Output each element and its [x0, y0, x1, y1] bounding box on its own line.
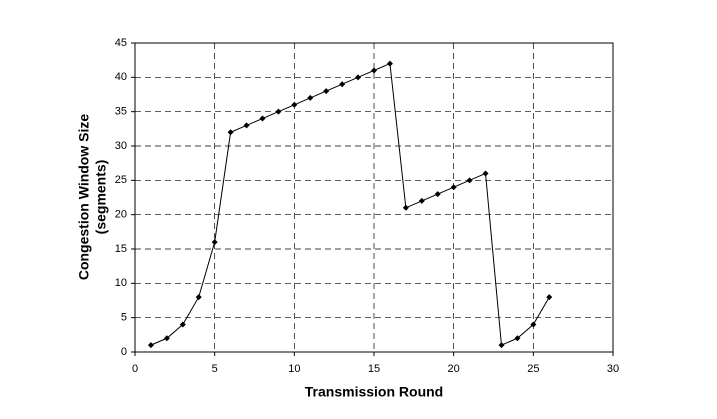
data-point [243, 122, 250, 129]
x-axis-title: Transmission Round [305, 384, 443, 400]
data-point [179, 321, 186, 328]
data-point [418, 197, 425, 204]
y-tick-label: 25 [115, 174, 127, 186]
y-tick-label: 40 [115, 71, 127, 83]
x-tick-label: 5 [212, 363, 218, 375]
y-axis-title: (segments) [93, 160, 109, 235]
y-tick-label: 20 [115, 209, 127, 221]
data-point [259, 115, 266, 122]
y-tick-label: 45 [115, 37, 127, 49]
data-point [402, 204, 409, 211]
data-point [323, 88, 330, 95]
x-tick-label: 20 [448, 363, 460, 375]
y-tick-label: 0 [121, 346, 127, 358]
series-line [150, 62, 550, 346]
plot-frame [134, 42, 614, 353]
data-point [450, 184, 457, 191]
data-point [355, 74, 362, 81]
x-tick-label: 15 [368, 363, 380, 375]
data-point [514, 335, 521, 342]
data-point [147, 342, 154, 349]
data-point [195, 294, 202, 301]
data-point [482, 170, 489, 177]
x-tick-label: 30 [607, 363, 619, 375]
y-tick-label: 5 [121, 312, 127, 324]
data-point [339, 81, 346, 88]
data-point [307, 94, 314, 101]
data-point [211, 239, 218, 246]
data-point [371, 67, 377, 74]
data-point [227, 129, 234, 136]
y-tick-label: 10 [115, 277, 127, 289]
y-tick-label: 30 [115, 140, 127, 152]
data-point [163, 335, 170, 342]
x-tick-label: 10 [288, 363, 300, 375]
data-point [386, 60, 393, 67]
y-axis-title: Congestion Window Size [76, 114, 92, 281]
y-tick-label: 35 [115, 106, 127, 118]
y-tick-label: 15 [115, 243, 127, 255]
data-point [498, 342, 505, 349]
data-point [291, 101, 298, 108]
data-point [466, 177, 473, 184]
data-point [546, 294, 553, 301]
data-point [275, 108, 282, 115]
data-point [434, 191, 441, 198]
x-tick-label: 25 [527, 363, 539, 375]
x-tick-label: 0 [132, 363, 138, 375]
data-point [530, 321, 537, 328]
